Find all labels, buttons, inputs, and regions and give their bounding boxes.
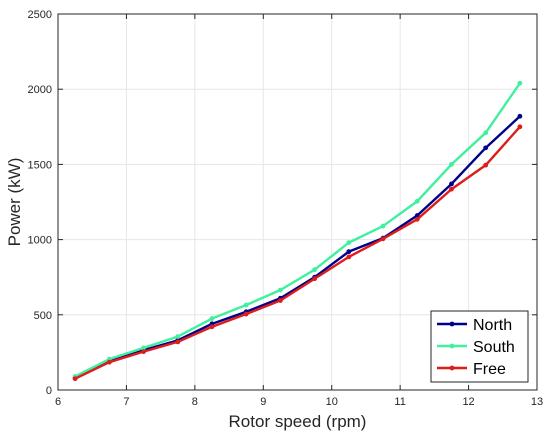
x-tick-label: 9 (260, 396, 266, 408)
y-tick-label: 1500 (28, 159, 52, 171)
data-point-free (380, 236, 386, 242)
data-point-south (517, 80, 523, 86)
y-tick-label: 0 (46, 385, 52, 397)
x-tick-label: 11 (394, 396, 405, 408)
tick-labels: 6 7 8 9 10 11 12 13 0 500 1000 1500 2000 2500 (28, 9, 544, 408)
legend-marker-south (449, 343, 455, 349)
y-tick-label: 1000 (28, 235, 52, 247)
data-point-free (517, 124, 523, 130)
data-point-south (209, 316, 215, 321)
y-axis-title: Power (kW) (5, 158, 24, 247)
data-point-south (414, 198, 420, 204)
data-point-free (209, 324, 215, 330)
data-point-south (277, 287, 283, 293)
y-tick-label: 500 (34, 310, 52, 322)
data-point-free (243, 311, 249, 317)
x-tick-label: 13 (531, 396, 543, 408)
x-tick-label: 7 (123, 396, 129, 408)
series-line-north (73, 115, 522, 380)
data-point-north (449, 181, 454, 187)
data-point-south (175, 334, 181, 340)
legend-marker-north (449, 321, 455, 327)
data-point-south (380, 223, 386, 229)
axes (57, 13, 538, 391)
x-tick-label: 12 (462, 396, 474, 408)
data-point-north (346, 249, 352, 255)
data-point-south (346, 240, 352, 246)
legend-label-north: North (473, 317, 512, 334)
x-tick-label: 6 (55, 396, 61, 408)
series-line-south (73, 81, 522, 378)
y-tick-label: 2500 (28, 9, 52, 21)
data-point-free (175, 339, 181, 345)
data-point-free (483, 162, 489, 168)
data-point-free (346, 254, 352, 260)
data-point-free (312, 276, 318, 282)
data-point-north (483, 145, 489, 151)
x-axis-title: Rotor speed (rpm) (229, 412, 367, 431)
legend-label-free: Free (473, 361, 506, 378)
data-point-free (72, 376, 78, 382)
data-point-south (243, 302, 249, 308)
data-point-free (414, 216, 420, 222)
series-lines (72, 80, 523, 382)
data-point-south (449, 162, 454, 167)
data-point-free (277, 298, 283, 303)
plot-box (57, 13, 538, 391)
legend-marker-free (449, 365, 455, 371)
data-point-free (106, 359, 112, 365)
data-point-free (141, 349, 146, 355)
x-tick-label: 10 (326, 396, 338, 408)
y-tick-label: 2000 (28, 84, 52, 96)
data-point-south (483, 130, 489, 136)
legend: North South Free (430, 310, 529, 383)
data-point-north (517, 113, 523, 119)
data-point-free (449, 186, 454, 192)
data-point-south (312, 267, 318, 273)
x-tick-label: 8 (192, 396, 198, 408)
legend-label-south: South (473, 339, 515, 356)
series-line-free (73, 125, 522, 380)
data-point-south (141, 345, 146, 351)
